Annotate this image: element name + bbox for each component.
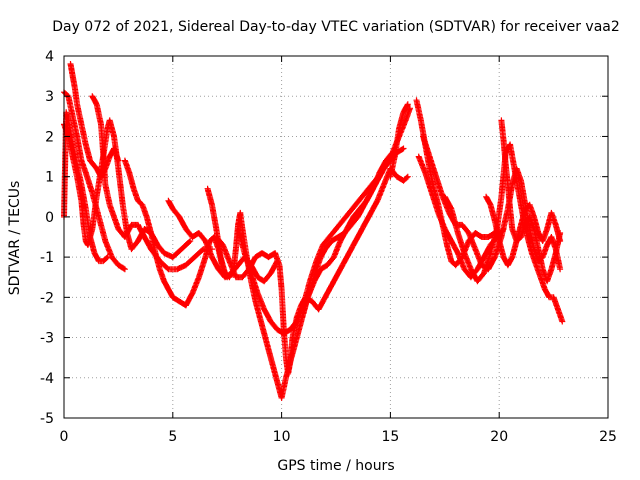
y-tick-label: -1	[40, 250, 54, 266]
series-trace-16	[441, 141, 566, 325]
x-tick-label: 25	[599, 429, 617, 445]
data-point-markers	[441, 141, 566, 325]
y-tick-label: -5	[40, 411, 54, 427]
data-point-markers	[387, 101, 411, 180]
y-tick-label: -4	[40, 371, 54, 387]
series-trace-18	[483, 193, 564, 269]
plot-border	[63, 55, 609, 419]
x-tick-label: 5	[168, 429, 177, 445]
y-tick-label: 3	[45, 89, 54, 105]
y-tick-label: 0	[45, 210, 54, 226]
y-tick-label: 4	[45, 49, 54, 65]
series-trace-12	[387, 101, 411, 180]
x-tick-label: 0	[60, 429, 69, 445]
y-tick-label: 2	[45, 129, 54, 145]
x-tick-label: 20	[490, 429, 508, 445]
data-point-markers	[483, 193, 564, 269]
x-tick-label: 10	[273, 429, 291, 445]
y-tick-label: -3	[40, 331, 54, 347]
x-tick-label: 15	[381, 429, 399, 445]
series-trace-10	[235, 169, 385, 337]
data-series	[61, 61, 566, 401]
y-axis-label: SDTVAR / TECUs	[7, 181, 23, 296]
x-axis-label: GPS time / hours	[277, 458, 394, 474]
axis-ticks: 0 5 10 15 20 25 -5 -4 -3 -2 -1 0 1 2 3 4	[40, 49, 617, 445]
chart-title: Day 072 of 2021, Sidereal Day-to-day VTE…	[52, 19, 620, 35]
y-tick-label: 1	[45, 170, 54, 186]
y-tick-label: -2	[40, 290, 54, 306]
data-point-markers	[235, 169, 385, 337]
